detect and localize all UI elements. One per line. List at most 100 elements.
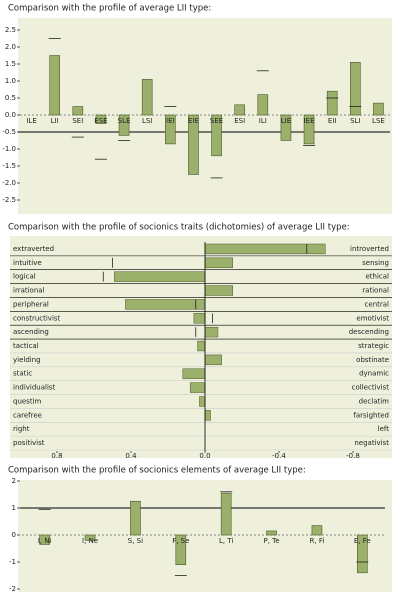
x-tick-label: ILE bbox=[26, 117, 36, 125]
bar bbox=[326, 90, 338, 116]
x-tick-label: SLE bbox=[118, 117, 131, 125]
bar bbox=[311, 525, 323, 536]
x-tick-label: ESI bbox=[234, 117, 245, 125]
y-tick-label: -2.0 bbox=[2, 179, 16, 187]
bar bbox=[130, 500, 141, 536]
right-label: collectivist bbox=[352, 384, 390, 392]
y-tick-label: -1.0 bbox=[2, 145, 16, 153]
left-label: extraverted bbox=[13, 245, 54, 253]
plot-area bbox=[18, 18, 392, 214]
plot-area bbox=[18, 480, 392, 592]
x-tick-label: -0.4 bbox=[272, 452, 286, 460]
bar bbox=[84, 534, 96, 541]
bar bbox=[234, 104, 245, 116]
x-tick-label: IEE bbox=[304, 117, 315, 125]
right-label: negativist bbox=[354, 439, 389, 447]
bar bbox=[188, 114, 199, 175]
bar bbox=[280, 114, 292, 141]
y-tick-label: 0.0 bbox=[5, 111, 16, 119]
x-tick-label: SEE bbox=[210, 117, 223, 125]
right-label: descending bbox=[349, 328, 389, 336]
bar bbox=[72, 106, 84, 116]
left-label: logical bbox=[13, 273, 36, 281]
left-label: positivist bbox=[13, 439, 45, 447]
x-tick-label: EIE bbox=[188, 117, 199, 125]
x-tick-label: IEI bbox=[166, 117, 175, 125]
x-tick-label: LIE bbox=[281, 117, 291, 125]
left-label: individualist bbox=[13, 384, 56, 392]
bar bbox=[220, 492, 232, 536]
bar bbox=[189, 382, 206, 393]
x-tick-label: LSI bbox=[142, 117, 152, 125]
bar bbox=[182, 368, 206, 379]
x-tick-label: 0.8 bbox=[51, 452, 62, 460]
right-label: central bbox=[365, 300, 390, 308]
x-tick-label: E, Fe bbox=[354, 537, 371, 545]
bar bbox=[49, 55, 60, 116]
right-label: strategic bbox=[358, 342, 389, 350]
x-tick-label: -0.8 bbox=[346, 452, 360, 460]
y-tick-label: 1.5 bbox=[5, 60, 16, 68]
bar bbox=[204, 243, 326, 255]
right-label: introverted bbox=[350, 245, 389, 253]
left-label: peripheral bbox=[13, 300, 49, 308]
bar bbox=[303, 114, 315, 145]
right-label: farsighted bbox=[353, 411, 389, 419]
bar bbox=[357, 534, 368, 574]
bar bbox=[257, 94, 269, 116]
x-tick-label: S, Si bbox=[128, 537, 143, 545]
x-tick-label: 0.4 bbox=[125, 452, 137, 460]
y-tick-label: 0.5 bbox=[5, 94, 16, 102]
bar bbox=[204, 326, 219, 338]
x-tick-label: EII bbox=[328, 117, 337, 125]
x-tick-label: L, Ti bbox=[219, 537, 233, 545]
left-label: right bbox=[13, 425, 30, 433]
y-tick-label: -0.5 bbox=[2, 128, 16, 136]
y-tick-label: 2.5 bbox=[5, 26, 16, 34]
bar bbox=[204, 285, 233, 296]
x-tick-label: I, Ni bbox=[38, 537, 52, 545]
right-label: left bbox=[378, 425, 390, 433]
right-label: ethical bbox=[365, 273, 389, 281]
bar bbox=[95, 114, 107, 124]
chart-title: Comparison with the profile of socionics… bbox=[8, 223, 350, 233]
y-tick-label: 2.0 bbox=[5, 43, 16, 51]
bar bbox=[204, 354, 222, 366]
x-tick-label: I, Ne bbox=[82, 537, 98, 545]
x-tick-label: ESE bbox=[94, 117, 107, 125]
bar bbox=[211, 114, 222, 157]
bar bbox=[125, 299, 206, 310]
y-tick-label: -2 bbox=[9, 585, 16, 593]
bar bbox=[350, 61, 361, 116]
y-tick-label: -1 bbox=[9, 558, 16, 566]
bar bbox=[204, 257, 233, 268]
x-tick-label: ILI bbox=[259, 117, 267, 125]
left-label: tactical bbox=[13, 342, 39, 350]
y-tick-label: 1 bbox=[12, 504, 16, 512]
y-tick-label: 1.0 bbox=[5, 77, 16, 85]
x-tick-label: LII bbox=[51, 117, 59, 125]
chart-title: Comparison with the profile of socionics… bbox=[8, 466, 306, 476]
bar bbox=[204, 410, 211, 421]
y-tick-label: -1.5 bbox=[2, 162, 16, 170]
bar bbox=[199, 396, 206, 407]
x-tick-label: 0.0 bbox=[199, 452, 210, 460]
left-label: ascending bbox=[13, 328, 49, 336]
y-tick-label: -2.5 bbox=[2, 196, 16, 204]
bar bbox=[193, 313, 206, 324]
x-tick-label: SLI bbox=[350, 117, 360, 125]
right-label: declatim bbox=[359, 397, 390, 405]
bar bbox=[197, 340, 206, 352]
right-label: dynamic bbox=[359, 370, 389, 378]
left-label: constructivist bbox=[13, 314, 61, 322]
chart-title: Comparison with the profile of average L… bbox=[8, 4, 211, 14]
bar bbox=[114, 271, 206, 282]
bar bbox=[118, 114, 130, 136]
bar bbox=[373, 102, 384, 116]
x-tick-label: R, Fi bbox=[310, 537, 325, 545]
bar bbox=[39, 534, 50, 545]
x-tick-label: F, Se bbox=[172, 537, 189, 545]
bar bbox=[165, 114, 176, 145]
x-tick-label: P, Te bbox=[264, 537, 280, 545]
